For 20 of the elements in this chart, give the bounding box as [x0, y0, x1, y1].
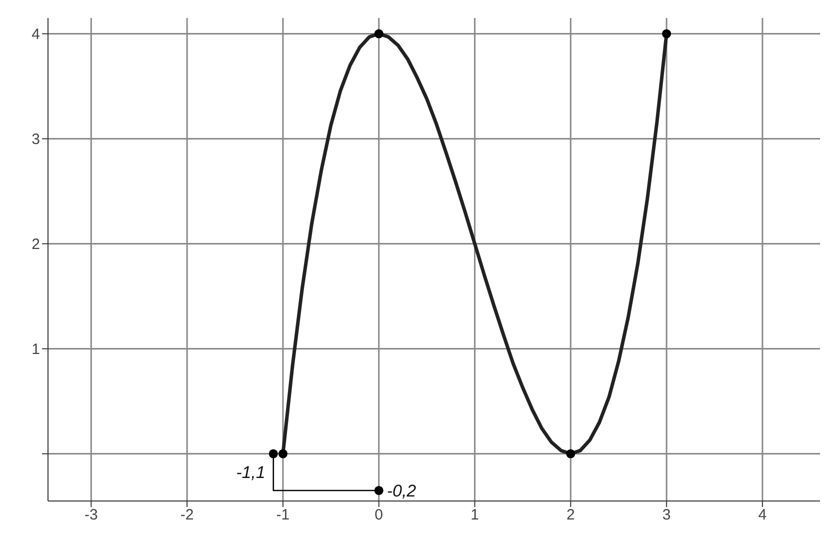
x-tick-label: 0	[374, 506, 384, 524]
point	[566, 449, 576, 458]
x-tick-label: 3	[662, 506, 671, 524]
point	[374, 486, 384, 496]
x-tick-label: 2	[566, 506, 575, 524]
y-tick-label: 3	[32, 131, 40, 148]
x-tick-label: 4	[758, 506, 767, 524]
annotation: -0,2	[386, 482, 417, 501]
point	[374, 29, 384, 38]
y-tick-label: 1	[32, 341, 40, 358]
y-tick-label: 4	[32, 26, 40, 44]
x-tick-label: -2	[180, 506, 194, 524]
point	[662, 29, 672, 38]
annotation: -1,1	[236, 462, 266, 482]
point	[268, 449, 278, 458]
x-tick-label: -1	[276, 506, 290, 524]
x-tick-label: -3	[84, 506, 98, 524]
y-tick-label: 2	[32, 236, 40, 254]
point	[278, 449, 288, 458]
x-tick-label: 1	[470, 506, 479, 524]
